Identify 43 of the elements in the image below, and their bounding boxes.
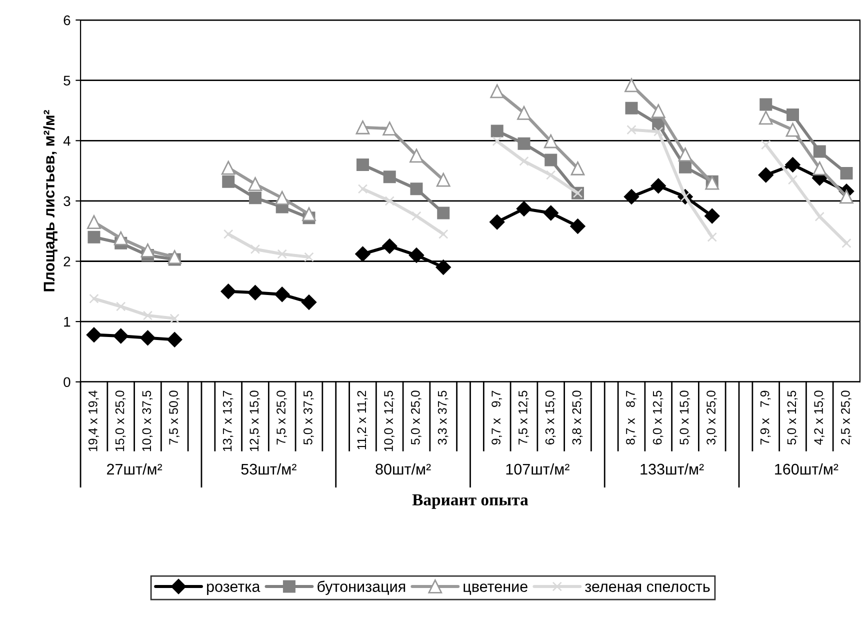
x-tick-label: 6,3 x 15,0 (545, 390, 556, 444)
y-axis-title: Площадь листьев, м²/м² (43, 110, 58, 292)
x-tick-label: 15,0 x 25,0 (115, 390, 126, 452)
text: 53шт/м² (241, 463, 296, 475)
text: 107шт/м² (506, 463, 570, 475)
x-tick-label: 4,2 x 15,0 (814, 390, 824, 445)
x-tick-label: 7,9 x 7,9 (760, 390, 771, 444)
x-tick-label: 10,0 x 37,5 (142, 390, 153, 452)
x-tick-label: 7,5 x 50,0 (169, 390, 180, 444)
x-tick-label: 3,3 x 37,5 (438, 390, 448, 445)
text: 27шт/м² (107, 463, 162, 475)
x-tick-label: 10,0 x 12,5 (384, 390, 394, 452)
y-tick-label: 1 (64, 317, 70, 327)
y-tick-label: 3 (64, 196, 70, 206)
x-tick-label: 3,0 x 25,0 (706, 390, 717, 445)
x-tick-label: 5,0 x 37,5 (303, 390, 314, 445)
x-tick-label: 2,5 x 25,0 (841, 390, 852, 444)
x-tick-label: 9,7 x 9,7 (492, 390, 502, 444)
y-tick-label: 6 (64, 15, 70, 26)
y-tick-label: 4 (63, 136, 70, 146)
text: 160шт/м² (775, 463, 838, 475)
legend-label: зеленая спелость (585, 584, 710, 592)
y-tick-label: 0 (64, 377, 70, 388)
x-tick-label: 12,5 x 15,0 (250, 390, 260, 452)
x-tick-label: 3,8 x 25,0 (572, 390, 583, 445)
y-tick-label: 2 (64, 256, 70, 266)
legend-label: розетка (207, 584, 260, 595)
x-axis-title: Вариант опыта (412, 494, 528, 509)
legend-label: бутонизация (318, 580, 406, 595)
y-tick-label: 5 (64, 76, 70, 86)
x-tick-label: 7,5 x 12,5 (518, 390, 529, 444)
x-tick-label: 11,2 x 11,2 (357, 390, 368, 450)
x-tick-label: 5,0 x 25,0 (410, 390, 422, 445)
legend-label: цветение (464, 584, 528, 595)
x-tick-label: 13,7 x 13,7 (222, 390, 234, 452)
x-tick-label: 5,0 x 15,0 (680, 390, 690, 445)
x-tick-label: 6,0 x 12,5 (652, 390, 664, 444)
text: 80шт/м² (376, 463, 431, 475)
text: 133шт/м² (640, 463, 704, 475)
x-tick-label: 7,5 x 25,0 (276, 390, 287, 444)
x-tick-label: 8,7 x 8,7 (626, 390, 636, 445)
x-tick-label: 19,4 x 19,4 (88, 390, 99, 452)
x-tick-label: 5,0 x 12,5 (787, 390, 798, 445)
